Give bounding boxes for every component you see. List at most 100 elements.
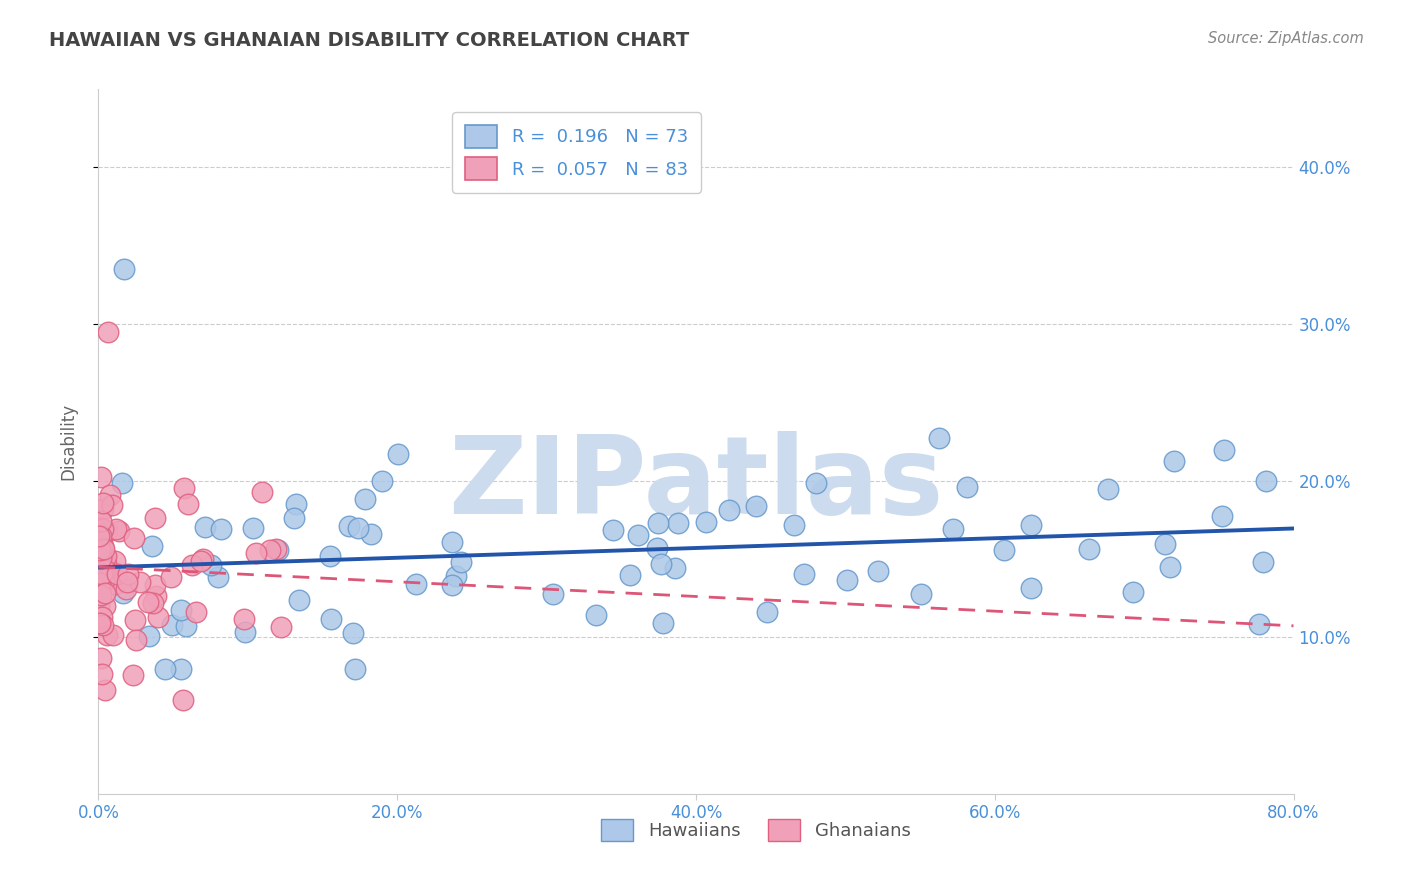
Point	[1211, 509, 1233, 524]
Point	[90, 610, 112, 624]
Point	[288, 593, 311, 607]
Point	[1019, 518, 1042, 533]
Point	[928, 431, 950, 445]
Point	[666, 516, 689, 530]
Point	[89, 525, 111, 540]
Point	[89, 502, 111, 516]
Point	[647, 516, 669, 531]
Point	[122, 531, 145, 545]
Point	[101, 498, 124, 512]
Point	[360, 526, 382, 541]
Point	[745, 499, 768, 513]
Point	[94, 682, 117, 697]
Point	[104, 553, 127, 567]
Point	[1154, 537, 1177, 551]
Point	[177, 497, 200, 511]
Point	[89, 575, 111, 590]
Point	[602, 524, 624, 538]
Point	[89, 599, 111, 614]
Point	[91, 666, 114, 681]
Point	[266, 543, 288, 558]
Point	[270, 620, 292, 634]
Point	[121, 668, 143, 682]
Point	[242, 521, 264, 535]
Point	[342, 626, 364, 640]
Point	[90, 529, 112, 543]
Point	[405, 577, 427, 591]
Point	[91, 566, 114, 581]
Point	[284, 498, 307, 512]
Point	[145, 589, 167, 603]
Point	[90, 531, 112, 545]
Point	[89, 543, 111, 558]
Point	[96, 564, 118, 578]
Point	[1078, 541, 1101, 556]
Point	[96, 557, 118, 571]
Point	[89, 528, 111, 542]
Point	[354, 491, 377, 506]
Point	[191, 552, 214, 566]
Point	[233, 612, 256, 626]
Point	[146, 610, 169, 624]
Point	[93, 549, 115, 564]
Point	[90, 521, 112, 535]
Point	[283, 510, 305, 524]
Point	[868, 564, 890, 578]
Point	[115, 582, 138, 597]
Point	[181, 558, 204, 572]
Point	[1247, 617, 1270, 632]
Point	[194, 520, 217, 534]
Point	[125, 633, 148, 648]
Point	[111, 476, 134, 491]
Point	[89, 542, 111, 557]
Point	[172, 693, 194, 707]
Point	[664, 560, 686, 574]
Point	[695, 515, 717, 529]
Point	[160, 570, 183, 584]
Point	[170, 603, 193, 617]
Point	[108, 524, 131, 539]
Point	[136, 595, 159, 609]
Point	[645, 541, 668, 555]
Point	[124, 613, 146, 627]
Point	[942, 522, 965, 536]
Point	[1019, 582, 1042, 596]
Point	[94, 585, 117, 599]
Point	[346, 521, 368, 535]
Point	[1159, 560, 1181, 574]
Point	[93, 496, 115, 510]
Point	[910, 587, 932, 601]
Point	[91, 502, 114, 516]
Point	[173, 481, 195, 495]
Point	[101, 628, 124, 642]
Point	[252, 485, 274, 500]
Point	[956, 480, 979, 494]
Point	[91, 539, 114, 553]
Point	[162, 618, 184, 632]
Point	[1254, 475, 1277, 489]
Point	[184, 605, 207, 619]
Point	[93, 574, 115, 588]
Point	[97, 325, 120, 339]
Point	[619, 568, 641, 582]
Point	[93, 563, 115, 577]
Legend: Hawaiians, Ghanaians: Hawaiians, Ghanaians	[593, 812, 918, 848]
Point	[371, 474, 394, 488]
Point	[450, 555, 472, 569]
Point	[89, 582, 111, 597]
Point	[233, 624, 256, 639]
Point	[91, 574, 114, 588]
Point	[90, 550, 112, 565]
Point	[142, 596, 165, 610]
Point	[90, 650, 112, 665]
Point	[104, 577, 127, 591]
Point	[143, 577, 166, 591]
Point	[650, 557, 672, 571]
Point	[91, 526, 114, 541]
Text: ZIPatlas: ZIPatlas	[449, 431, 943, 537]
Point	[1251, 555, 1274, 569]
Point	[652, 615, 675, 630]
Point	[91, 617, 114, 632]
Point	[993, 543, 1015, 558]
Point	[96, 628, 118, 642]
